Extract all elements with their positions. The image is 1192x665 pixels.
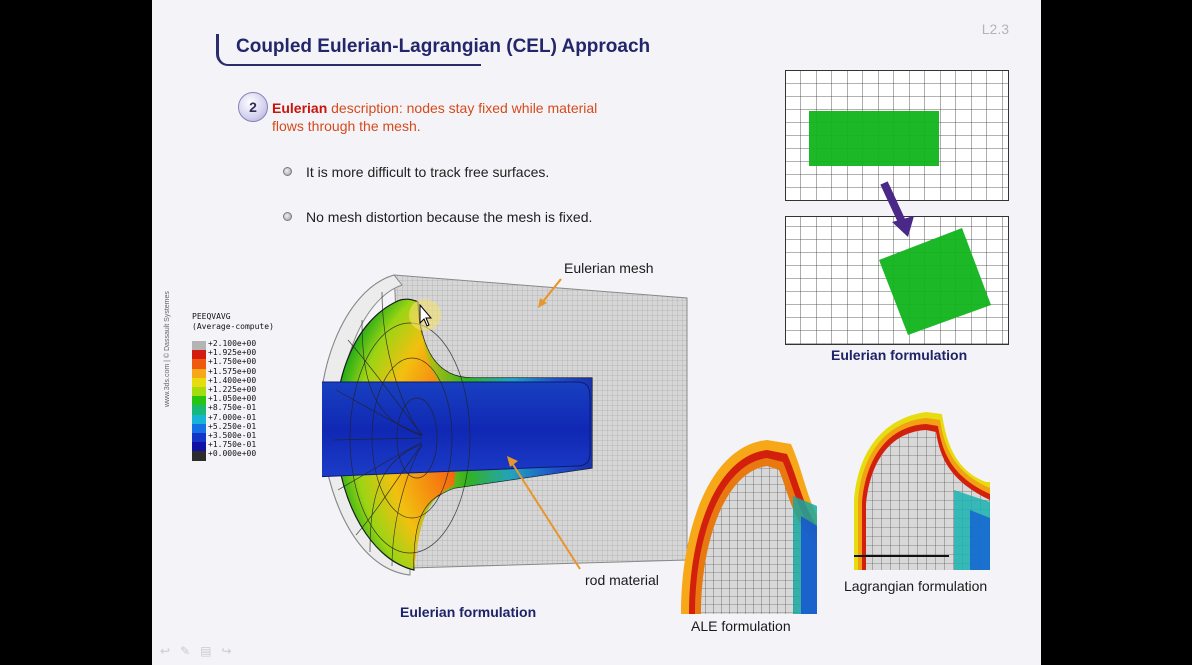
caption-eulerian-main: Eulerian formulation — [400, 604, 537, 620]
legend-swatch — [192, 442, 206, 452]
legend-label: +7.000e-01 — [208, 412, 257, 422]
title-bracket — [216, 34, 481, 66]
legend-label: +8.750e-01 — [208, 403, 257, 413]
eulerian-grid-diagram — [785, 70, 1009, 345]
legend-label: +1.925e+00 — [208, 348, 257, 358]
legend-swatch — [192, 396, 206, 406]
bullet-free-surfaces: It is more difficult to track free surfa… — [306, 164, 550, 180]
point-number-badge: 2 — [238, 92, 268, 122]
bullet-icon — [283, 167, 292, 176]
rod-material-label: rod material — [585, 572, 659, 588]
main-point-description: description: nodes stay fixed while mate… — [272, 100, 598, 134]
legend-label: +1.225e+00 — [208, 385, 257, 394]
legend-label: +0.000e+00 — [208, 449, 257, 459]
eulerian-mesh-label: Eulerian mesh — [564, 260, 654, 276]
slide-title: Coupled Eulerian-Lagrangian (CEL) Approa… — [236, 36, 651, 57]
back-icon[interactable]: ↩ — [160, 644, 181, 658]
slide-number: L2.3 — [981, 21, 1009, 37]
legend-label: +1.050e+00 — [208, 394, 257, 404]
legend-label: +1.750e+00 — [208, 357, 257, 367]
legend-swatch — [192, 341, 206, 351]
legend-title: PEEQVAVG (Average-compute) — [192, 312, 274, 331]
watermark: www.3ds.com | © Dassault Systemes — [164, 291, 171, 407]
legend-label: +5.250e-01 — [208, 421, 257, 431]
legend-swatch — [192, 423, 206, 434]
legend-label: +3.500e-01 — [208, 431, 257, 440]
legend-label: +1.575e+00 — [208, 366, 257, 376]
legend-swatch — [192, 405, 206, 416]
caption-ale: ALE formulation — [691, 618, 791, 634]
legend-swatch — [192, 359, 206, 370]
legend-swatch — [192, 433, 206, 443]
bullet-icon — [283, 212, 292, 221]
slide: L2.3 Coupled Eulerian-Lagrangian (CEL) A… — [152, 0, 1041, 665]
slide-nav-controls[interactable]: ↩✎▤↪ — [160, 644, 242, 658]
eulerian-mesh-arrow-icon — [538, 278, 562, 308]
eulerian-rod-figure — [322, 274, 688, 576]
legend-label: +1.750e-01 — [208, 440, 257, 450]
contour-legend: +2.100e+00 +1.925e+00 +1.750e+00 +1.575e+00… — [192, 339, 332, 471]
main-point-text: Eulerian description: nodes stay fixed w… — [272, 99, 602, 135]
pen-icon[interactable]: ✎ — [180, 644, 201, 658]
caption-lagrangian: Lagrangian formulation — [844, 578, 988, 594]
lagrangian-figure — [854, 412, 990, 570]
legend-swatch — [192, 451, 206, 462]
legend-label: +2.100e+00 — [208, 339, 257, 348]
legend-label: +1.400e+00 — [208, 375, 257, 385]
eulerian-keyword: Eulerian — [272, 100, 328, 116]
legend-swatch — [192, 377, 206, 388]
menu-icon[interactable]: ▤ — [200, 644, 222, 658]
rod-material-arrow-icon — [507, 456, 581, 570]
caption-eulerian-right: Eulerian formulation — [831, 347, 968, 363]
legend-swatch — [192, 350, 206, 360]
ale-figure — [681, 440, 817, 614]
forward-icon[interactable]: ↪ — [221, 644, 242, 658]
legend-swatch — [192, 414, 206, 425]
legend-swatch — [192, 368, 206, 379]
legend-swatch — [192, 387, 206, 397]
bullet-no-distortion: No mesh distortion because the mesh is f… — [306, 209, 593, 225]
